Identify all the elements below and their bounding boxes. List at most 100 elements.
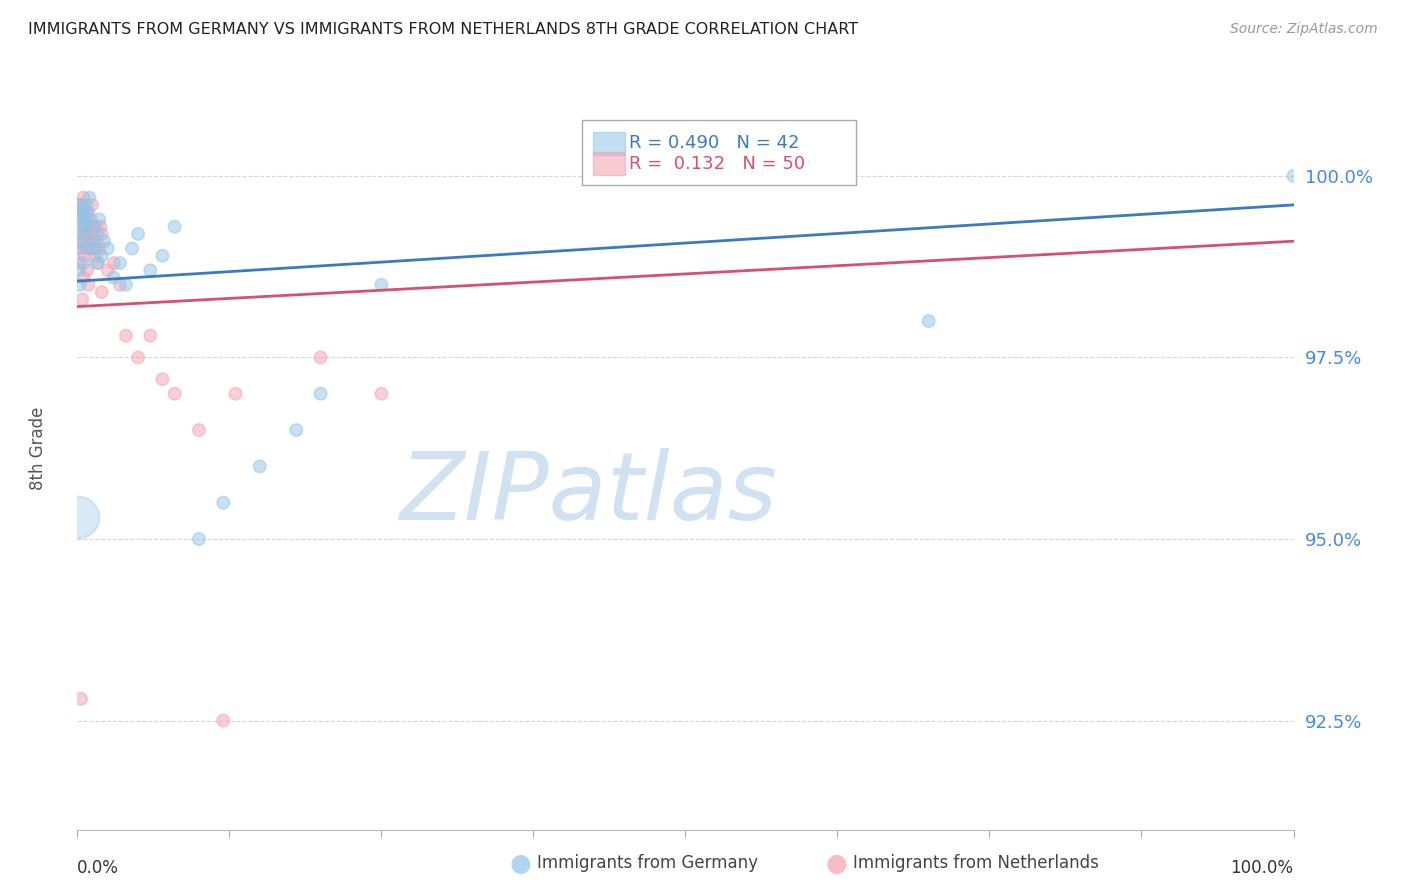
Point bbox=[70, 227, 93, 241]
Point bbox=[76, 205, 98, 219]
Point bbox=[188, 532, 211, 546]
Point bbox=[77, 205, 100, 219]
Point bbox=[309, 386, 332, 401]
Point bbox=[285, 423, 308, 437]
Point bbox=[108, 256, 131, 270]
Point bbox=[90, 249, 112, 263]
Point bbox=[84, 219, 107, 234]
Point bbox=[89, 212, 111, 227]
Point bbox=[77, 277, 100, 292]
Point bbox=[77, 234, 100, 248]
Point bbox=[97, 242, 120, 256]
Point bbox=[73, 219, 96, 234]
Point bbox=[163, 219, 186, 234]
Point bbox=[70, 198, 93, 212]
Text: Immigrants from Netherlands: Immigrants from Netherlands bbox=[853, 855, 1099, 872]
Point bbox=[75, 227, 97, 241]
Point bbox=[70, 234, 93, 248]
Point bbox=[66, 510, 89, 524]
Point bbox=[67, 205, 90, 219]
Point bbox=[115, 328, 138, 343]
Point bbox=[69, 205, 91, 219]
Point bbox=[69, 256, 91, 270]
Point bbox=[70, 691, 93, 706]
Point bbox=[79, 219, 101, 234]
Point bbox=[249, 459, 271, 474]
Point bbox=[152, 249, 174, 263]
Point bbox=[127, 351, 149, 365]
FancyBboxPatch shape bbox=[593, 153, 624, 175]
Text: ZIPatlas: ZIPatlas bbox=[399, 449, 778, 540]
Point bbox=[69, 277, 91, 292]
Point bbox=[70, 205, 93, 219]
Point bbox=[97, 263, 120, 277]
Point bbox=[918, 314, 941, 328]
Point bbox=[70, 242, 93, 256]
Text: 0.0%: 0.0% bbox=[77, 859, 120, 877]
Point bbox=[188, 423, 211, 437]
Point bbox=[89, 242, 111, 256]
Point bbox=[89, 219, 111, 234]
Point bbox=[70, 234, 93, 248]
Point bbox=[82, 219, 104, 234]
Point bbox=[86, 256, 108, 270]
Point bbox=[72, 256, 94, 270]
Point bbox=[1282, 169, 1305, 183]
Point bbox=[70, 212, 93, 227]
Text: 100.0%: 100.0% bbox=[1230, 859, 1294, 877]
Point bbox=[115, 277, 138, 292]
Point bbox=[139, 263, 162, 277]
Point bbox=[70, 198, 93, 212]
Point bbox=[90, 227, 112, 241]
Point bbox=[87, 256, 110, 270]
Point bbox=[76, 263, 98, 277]
Point bbox=[79, 191, 101, 205]
Point bbox=[80, 234, 103, 248]
Text: R =  0.132   N = 50: R = 0.132 N = 50 bbox=[630, 154, 806, 173]
Text: ●: ● bbox=[825, 852, 848, 875]
FancyBboxPatch shape bbox=[593, 132, 624, 154]
Point bbox=[152, 372, 174, 386]
Point bbox=[73, 212, 96, 227]
Point bbox=[69, 212, 91, 227]
Point bbox=[139, 328, 162, 343]
Point bbox=[72, 227, 94, 241]
Point bbox=[103, 256, 125, 270]
Point bbox=[70, 219, 93, 234]
Point bbox=[370, 386, 392, 401]
Point bbox=[80, 242, 103, 256]
Text: 8th Grade: 8th Grade bbox=[30, 407, 46, 490]
Text: Immigrants from Germany: Immigrants from Germany bbox=[537, 855, 758, 872]
Point bbox=[309, 351, 332, 365]
Text: R = 0.490   N = 42: R = 0.490 N = 42 bbox=[630, 134, 800, 153]
Point bbox=[72, 270, 94, 285]
Point bbox=[108, 277, 131, 292]
Point bbox=[73, 219, 96, 234]
Point bbox=[370, 277, 392, 292]
Point bbox=[76, 212, 98, 227]
Point bbox=[73, 249, 96, 263]
Point bbox=[67, 263, 90, 277]
Text: Source: ZipAtlas.com: Source: ZipAtlas.com bbox=[1230, 22, 1378, 37]
Point bbox=[93, 234, 115, 248]
Point bbox=[86, 234, 108, 248]
Point bbox=[212, 496, 235, 510]
Point bbox=[70, 293, 93, 307]
Point bbox=[121, 242, 143, 256]
Point bbox=[80, 212, 103, 227]
Point bbox=[224, 386, 246, 401]
Point bbox=[67, 242, 90, 256]
Point bbox=[84, 242, 107, 256]
Text: ●: ● bbox=[509, 852, 531, 875]
Point bbox=[90, 285, 112, 299]
Point bbox=[212, 714, 235, 728]
Point bbox=[83, 242, 105, 256]
Point bbox=[103, 270, 125, 285]
Point bbox=[163, 386, 186, 401]
Point bbox=[127, 227, 149, 241]
Point bbox=[75, 198, 97, 212]
Point bbox=[87, 227, 110, 241]
Point bbox=[79, 242, 101, 256]
Point bbox=[72, 205, 94, 219]
Point bbox=[72, 191, 94, 205]
